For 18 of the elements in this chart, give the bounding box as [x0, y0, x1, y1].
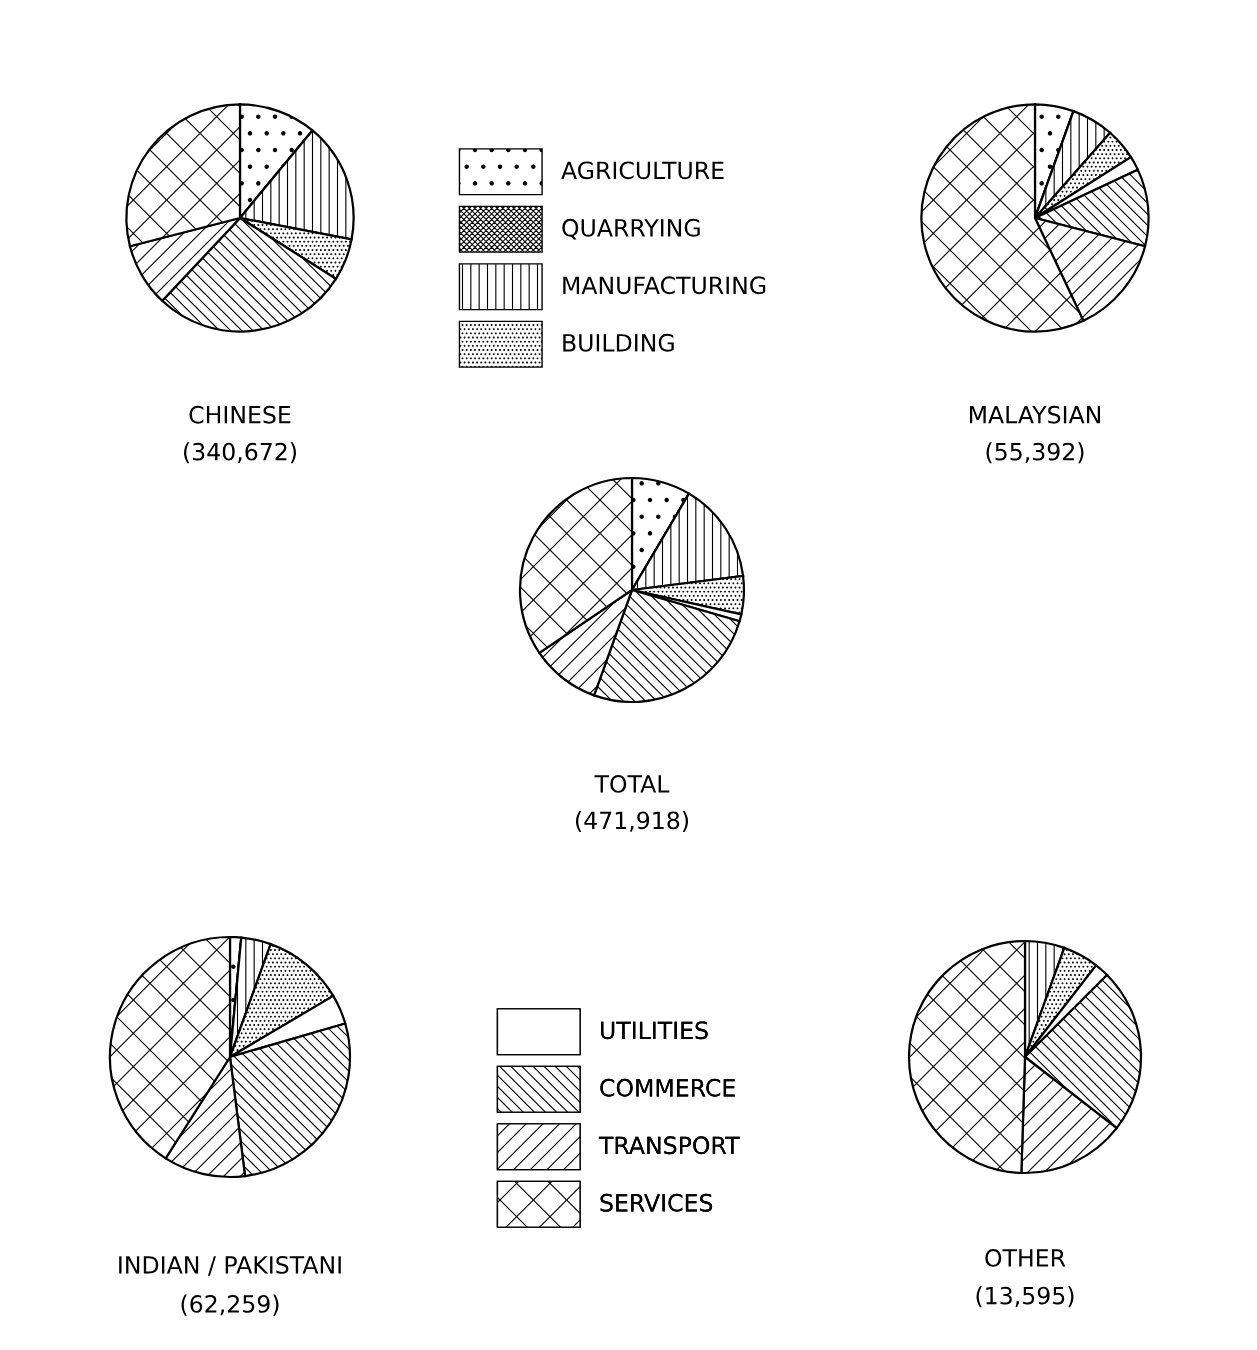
- legend-label: BUILDING: [563, 333, 674, 352]
- text: (471,918): [576, 811, 688, 833]
- text: (340,672): [184, 442, 296, 464]
- text: INDIAN / PAKISTANI: [119, 1255, 341, 1276]
- text: CHINESE: [189, 405, 291, 424]
- text: MALAYSIAN: [969, 405, 1101, 424]
- legend-label: SERVICES: [600, 1193, 713, 1212]
- legend-label: QUARRYING: [562, 218, 700, 240]
- text: TOTAL: [594, 774, 670, 793]
- legend-label: AGRICULTURE: [561, 161, 724, 180]
- text: (13,595): [976, 1286, 1074, 1308]
- legend-label: UTILITIES: [601, 1021, 708, 1040]
- text: (62,259): [181, 1294, 279, 1316]
- legend-label: COMMERCE: [600, 1078, 735, 1097]
- text: (55,392): [986, 442, 1084, 464]
- legend-label: TRANSPORT: [598, 1136, 740, 1155]
- legend-label: MANUFACTURING: [563, 276, 766, 295]
- text: OTHER: [985, 1248, 1066, 1267]
